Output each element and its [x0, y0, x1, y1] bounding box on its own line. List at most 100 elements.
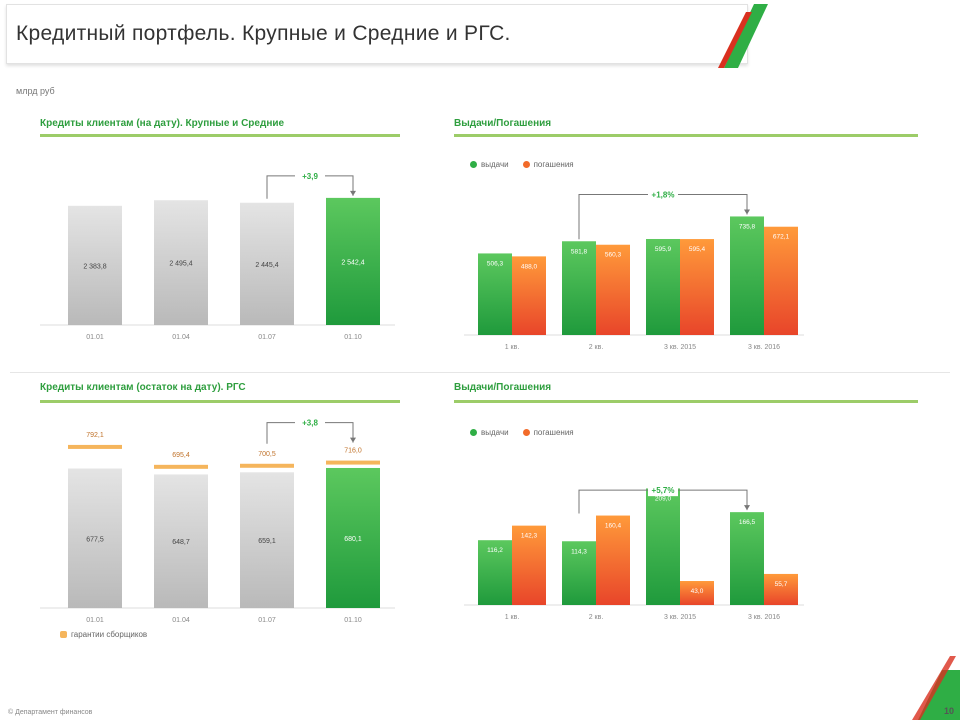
change-bracket-bg [295, 168, 325, 182]
x-tick-label: 01.10 [344, 617, 362, 624]
x-tick-label: 01.07 [258, 617, 276, 624]
change-bracket-arrow [744, 505, 750, 511]
legend-swatch [470, 429, 477, 436]
bar-value-label: 595,4 [689, 246, 706, 253]
bar-value-label: 43,0 [691, 588, 704, 595]
legend-label: погашения [533, 160, 574, 169]
bar-value-label: 2 542,4 [341, 259, 364, 266]
legend-top-right: выдачи погашения [470, 160, 574, 169]
change-bracket-arrow [744, 209, 750, 215]
x-tick-label: 01.01 [86, 334, 104, 341]
title-bar [6, 4, 748, 64]
bar-value-label: 672,1 [773, 234, 790, 241]
change-bracket-label: +1,8% [652, 190, 675, 199]
bar-value-label: 595,9 [655, 246, 672, 253]
bar [240, 202, 294, 325]
bar-value-label: 680,1 [344, 536, 362, 543]
x-tick-label: 1 кв. [505, 614, 520, 621]
bar-repaid [512, 525, 546, 605]
legend-item-repaid: погашения [522, 160, 574, 169]
guarantee-mark [68, 444, 122, 449]
x-tick-label: 2 кв. [589, 344, 604, 351]
panel-title-bottom-left: Кредиты клиентам (остаток на дату). РГС [40, 382, 246, 393]
chart-bottom-left: 677,5 01.01 792,1 648,7 01.04 695,4 659,1 01.07… [40, 415, 395, 624]
top-value-label: 716,0 [344, 448, 362, 455]
x-tick-label: 01.04 [172, 617, 190, 624]
change-bracket-bg [648, 483, 678, 497]
x-tick-label: 3 кв. 2016 [748, 614, 780, 621]
x-tick-label: 3 кв. 2015 [664, 614, 696, 621]
change-bracket-bg [295, 415, 325, 429]
legend-label: гарантии сборщиков [71, 630, 148, 639]
change-bracket-line [578, 193, 748, 240]
bar [154, 200, 208, 325]
guarantee-mark [240, 463, 294, 468]
bar-issued [562, 241, 596, 335]
legend-swatch [522, 429, 530, 436]
section-divider [10, 372, 950, 373]
bar-value-label: 560,3 [605, 252, 622, 259]
bar [326, 197, 380, 325]
bar-issued [646, 238, 680, 335]
x-tick-label: 01.10 [344, 334, 362, 341]
bar [68, 468, 122, 608]
change-bracket-label: +3,9 [302, 172, 318, 181]
page-title: Кредитный портфель. Крупные и Средние и … [16, 22, 511, 45]
bar-value-label: 114,3 [571, 548, 587, 555]
legend-swatch [60, 631, 67, 638]
bar-issued [646, 488, 680, 605]
change-bracket-bg [648, 187, 678, 201]
bar-value-label: 648,7 [172, 539, 190, 546]
legend-bottom-right: выдачи погашения [470, 428, 574, 437]
x-tick-label: 3 кв. 2015 [664, 344, 696, 351]
change-bracket-label: +3,8 [302, 419, 318, 428]
panel-underline [40, 134, 400, 137]
bar-repaid [764, 573, 798, 605]
bar-value-label: 2 383,8 [83, 263, 106, 270]
x-tick-label: 01.04 [172, 334, 190, 341]
legend-swatch [470, 161, 477, 168]
bar-repaid [680, 239, 714, 335]
bar-issued [562, 541, 596, 605]
footer-text: © Департамент финансов [8, 709, 93, 716]
top-value-label: 792,1 [86, 432, 104, 439]
panel-underline [40, 400, 400, 403]
bar-value-label: 116,2 [487, 547, 503, 554]
bar-value-label: 659,1 [258, 538, 276, 545]
legend-label: выдачи [481, 428, 509, 437]
units-label: млрд руб [16, 86, 55, 96]
chart-top-left: 2 383,8 01.01 2 495,4 01.04 2 445,4 01.07 2 54… [40, 168, 395, 341]
panel-underline [454, 400, 918, 403]
bar [326, 467, 380, 608]
brand-slash-icon [718, 4, 768, 68]
bar-value-label: 209,0 [655, 495, 672, 502]
bar-value-label: 166,5 [739, 519, 756, 526]
panel-underline [454, 134, 918, 137]
panel-title-top-right: Выдачи/Погашения [454, 118, 552, 129]
x-tick-label: 1 кв. [505, 344, 520, 351]
page-number: 10 [943, 706, 954, 716]
bar-issued [478, 540, 512, 605]
bar-repaid [764, 226, 798, 335]
bar-value-label: 506,3 [487, 260, 504, 267]
legend-swatch [522, 161, 530, 168]
chart-bottom-right: 116,2 142,3 1 кв. 114,3 160,4 2 кв. 209,0 43,0 3… [464, 483, 804, 621]
legend-label: выдачи [481, 160, 509, 169]
bar [240, 472, 294, 608]
chart-top-right: 506,3 488,0 1 кв. 581,8 560,3 2 кв. 595,9 595,4… [464, 187, 804, 351]
panel-title-top-left: Кредиты клиентам (на дату). Крупные и Ср… [40, 118, 285, 129]
bar-value-label: 142,3 [521, 533, 538, 540]
legend-guarantee: гарантии сборщиков [60, 630, 147, 639]
bar-value-label: 677,5 [86, 536, 104, 543]
legend-item-repaid: погашения [522, 428, 574, 437]
x-tick-label: 3 кв. 2016 [748, 344, 780, 351]
bar-value-label: 735,8 [739, 223, 756, 230]
guarantee-mark [326, 460, 380, 465]
bar-value-label: 581,8 [571, 248, 588, 255]
bar [68, 205, 122, 325]
bar-issued [730, 216, 764, 335]
top-value-label: 695,4 [172, 452, 190, 459]
bar-repaid [680, 581, 714, 605]
panel-title-bottom-right: Выдачи/Погашения [454, 382, 552, 393]
bar-issued [478, 253, 512, 335]
